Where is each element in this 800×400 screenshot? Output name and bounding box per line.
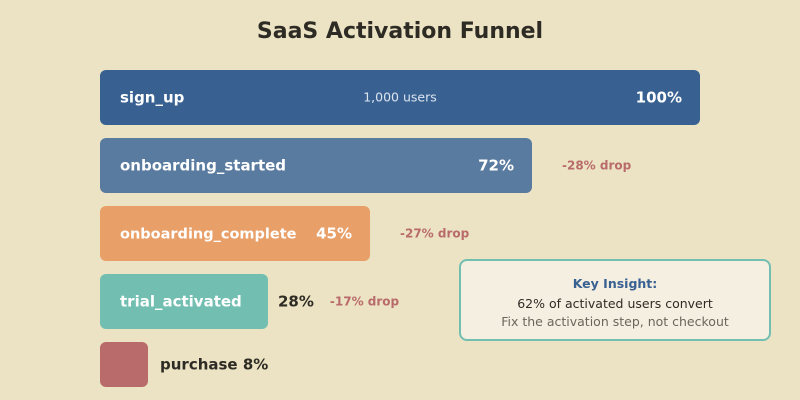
stage-percent-onboarding_complete: 45% xyxy=(316,225,352,243)
stage-drop-onboarding_started: -28% drop xyxy=(562,159,632,173)
stage-drop-onboarding_complete: -27% drop xyxy=(400,227,470,241)
insight-title: Key Insight: xyxy=(573,276,658,291)
stage-name-sign_up: sign_up xyxy=(120,89,185,107)
bar-onboarding_complete xyxy=(100,206,370,261)
chart-title: SaaS Activation Funnel xyxy=(257,19,543,44)
insight-line-1: 62% of activated users convert xyxy=(517,296,713,311)
stage-note-sign_up: 1,000 users xyxy=(363,90,437,105)
stage-name-onboarding_complete: onboarding_complete xyxy=(120,227,297,243)
insight-box: Key Insight: 62% of activated users conv… xyxy=(459,259,771,341)
insight-line-2: Fix the activation step, not checkout xyxy=(501,314,729,329)
bar-purchase xyxy=(100,342,148,387)
bar-sign_up xyxy=(100,70,700,125)
stage-name-trial_activated: trial_activated xyxy=(120,293,242,311)
bar-label-purchase: purchase 8% xyxy=(160,356,268,374)
stage-name-onboarding_started: onboarding_started xyxy=(120,157,286,175)
bar-trial_activated xyxy=(100,274,268,329)
bar-onboarding_started xyxy=(100,138,532,193)
stage-drop-trial_activated: -17% drop xyxy=(330,295,400,309)
stage-percent-sign_up: 100% xyxy=(636,89,682,107)
stage-percent-trial_activated: 28% xyxy=(278,293,314,311)
stage-percent-onboarding_started: 72% xyxy=(478,157,514,175)
